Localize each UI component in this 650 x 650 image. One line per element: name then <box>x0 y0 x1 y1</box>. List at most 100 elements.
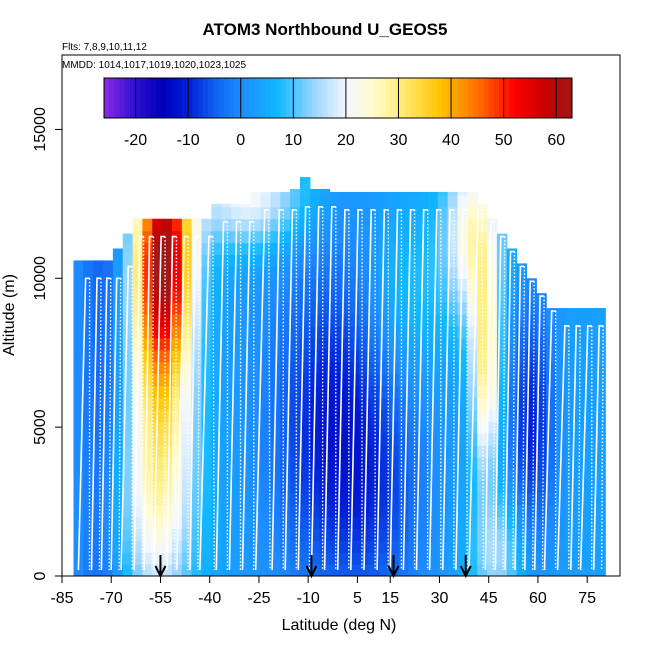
colorbar-swatch <box>483 78 490 118</box>
heatmap-cell <box>122 540 134 553</box>
heatmap-cell <box>418 385 429 398</box>
colorbar-swatch <box>135 78 141 118</box>
heatmap-cell <box>368 266 380 279</box>
heatmap-cell <box>93 361 104 375</box>
heatmap-cell <box>152 254 163 267</box>
heatmap-cell <box>319 194 331 208</box>
heatmap-cell <box>260 325 272 339</box>
heatmap-cell <box>467 516 478 529</box>
heatmap-cell <box>112 480 124 494</box>
heatmap-cell <box>477 504 488 518</box>
heatmap-cell <box>299 337 311 351</box>
heatmap-cell <box>240 290 252 303</box>
heatmap-cell <box>260 564 272 576</box>
heatmap-cell <box>506 421 518 434</box>
heatmap-cell <box>467 254 478 267</box>
heatmap-cell <box>398 218 409 232</box>
heatmap-cell <box>260 349 272 363</box>
heatmap-cell <box>506 504 518 518</box>
heatmap-cell <box>260 540 272 553</box>
heatmap-cell <box>211 480 222 494</box>
heatmap-cell <box>181 349 193 363</box>
heatmap-cell <box>457 397 468 410</box>
heatmap-cell <box>398 468 409 482</box>
heatmap-cell <box>319 504 331 518</box>
heatmap-cell <box>309 266 321 279</box>
heatmap-cell <box>250 302 262 315</box>
heatmap-cell <box>526 528 537 541</box>
heatmap-cell <box>447 397 459 410</box>
heatmap-cell <box>83 456 94 470</box>
heatmap-cell <box>299 385 311 398</box>
heatmap-cell <box>378 433 390 446</box>
heatmap-cell <box>201 564 212 576</box>
heatmap-cell <box>122 456 134 470</box>
heatmap-cell <box>290 421 301 434</box>
heatmap-cell <box>270 191 281 196</box>
heatmap-cell <box>221 564 232 576</box>
heatmap-cell <box>240 552 252 565</box>
heatmap-cell <box>319 480 331 494</box>
heatmap-cell <box>339 397 350 410</box>
heatmap-cell <box>280 421 291 434</box>
heatmap-cell <box>231 516 242 529</box>
heatmap-cell <box>437 242 449 256</box>
heatmap-cell <box>447 504 459 518</box>
heatmap-cell <box>142 433 153 446</box>
heatmap-cell <box>487 266 498 279</box>
heatmap-cell <box>526 456 537 470</box>
heatmap-cell <box>260 230 272 244</box>
heatmap-cell <box>201 421 212 434</box>
heatmap-cell <box>270 218 281 232</box>
colorbar-tick-label: 20 <box>337 132 355 149</box>
heatmap-cell <box>309 254 321 267</box>
heatmap-cell <box>359 194 370 208</box>
heatmap-cell <box>487 433 498 446</box>
heatmap-cell <box>555 516 567 529</box>
heatmap-cell <box>418 480 429 494</box>
x-tick-label: -70 <box>100 590 123 607</box>
heatmap-cell <box>575 385 587 398</box>
heatmap-cell <box>299 421 311 434</box>
heatmap-cell <box>309 230 321 244</box>
colorbar-swatch <box>499 78 505 118</box>
heatmap-cell <box>309 218 321 232</box>
heatmap-cell <box>201 254 212 267</box>
heatmap-cell <box>447 492 459 506</box>
heatmap-cell <box>339 290 350 303</box>
heatmap-cell <box>585 325 596 339</box>
heatmap-cell <box>467 314 478 327</box>
heatmap-cell <box>329 373 340 387</box>
heatmap-cell <box>368 516 380 529</box>
heatmap-cell <box>398 433 409 446</box>
heatmap-cell <box>546 433 557 446</box>
x-tick-label: -25 <box>247 590 270 607</box>
flight-profile-line <box>442 209 454 571</box>
heatmap-cell <box>506 564 518 576</box>
heatmap-cell <box>447 191 459 196</box>
heatmap-cell <box>447 540 459 553</box>
heatmap-cell <box>122 373 134 387</box>
heatmap-cell <box>398 242 409 256</box>
heatmap-cell <box>585 373 596 387</box>
colorbar-swatch <box>332 78 339 118</box>
colorbar-swatch <box>462 78 469 118</box>
colorbar-swatch <box>338 78 344 118</box>
heatmap-cell <box>280 349 291 363</box>
heatmap-cell <box>162 456 173 470</box>
heatmap-cell <box>93 325 104 339</box>
heatmap-cell <box>211 385 222 398</box>
heatmap-cell <box>152 528 163 541</box>
heatmap-cell <box>181 278 193 291</box>
heatmap-cell <box>319 492 331 506</box>
flight-profile-line <box>336 209 349 571</box>
heatmap-cell <box>595 456 606 470</box>
heatmap-cell <box>299 480 311 494</box>
heatmap-cell <box>447 385 459 398</box>
dates-subtitle: MMDD: 1014,1017,1019,1020,1023,1025 <box>62 60 247 71</box>
heatmap-cell <box>575 564 587 576</box>
heatmap-cell <box>299 445 311 458</box>
heatmap-cell <box>516 385 528 398</box>
heatmap-cell <box>378 540 390 553</box>
heatmap-cell <box>565 433 577 446</box>
